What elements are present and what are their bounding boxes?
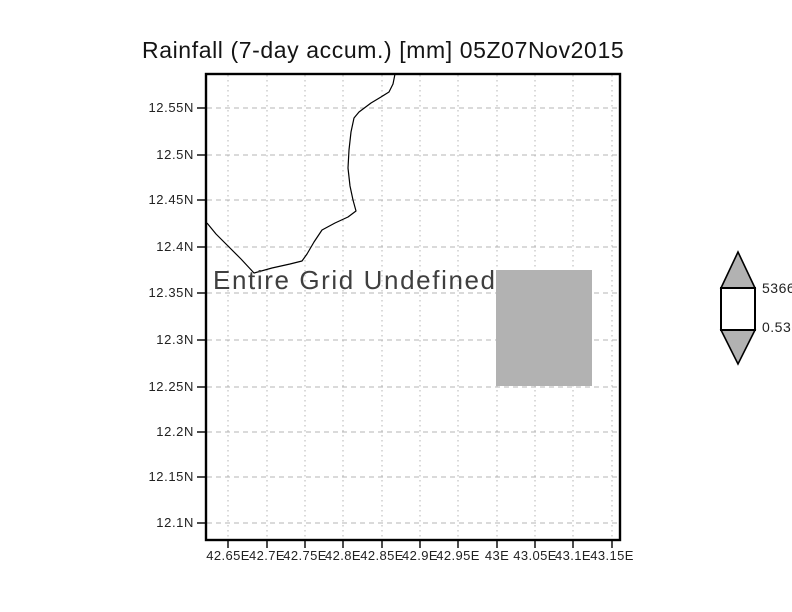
lon-tick-label: 42.7E (249, 548, 285, 563)
colorbar-lower-arrow (719, 329, 757, 366)
lat-tick-label: 12.3N (156, 332, 194, 347)
coastline (206, 73, 396, 274)
lon-tick-label: 42.75E (283, 548, 327, 563)
longitude-tickmarks (227, 541, 613, 548)
lat-tick-label: 12.2N (156, 424, 194, 439)
shaded-region (496, 270, 592, 386)
lon-tick-label: 42.8E (325, 548, 361, 563)
plot-title: Rainfall (7-day accum.) [mm] 05Z07Nov201… (142, 37, 625, 63)
colorbar (719, 250, 757, 366)
lon-tick-label: 42.95E (436, 548, 480, 563)
lat-tick-label: 12.45N (148, 192, 194, 207)
lat-tick-label: 12.1N (156, 515, 194, 530)
colorbar-upper-arrow (719, 250, 757, 289)
colorbar-min-label: 0.536688 (762, 319, 792, 335)
lon-tick-label: 42.65E (206, 548, 250, 563)
lon-tick-label: 42.9E (402, 548, 438, 563)
lon-tick-label: 43.15E (590, 548, 634, 563)
latitude-tickmarks (197, 107, 205, 524)
lon-tick-label: 42.85E (360, 548, 404, 563)
lon-tick-label: 43.1E (555, 548, 591, 563)
lat-tick-label: 12.55N (148, 100, 194, 115)
colorbar-band (720, 287, 756, 331)
lat-tick-label: 12.4N (156, 239, 194, 254)
lat-tick-label: 12.5N (156, 147, 194, 162)
map-frame (204, 72, 622, 542)
colorbar-max-label: 5366.88 (762, 280, 792, 296)
lat-tick-label: 12.35N (148, 285, 194, 300)
lat-tick-label: 12.15N (148, 469, 194, 484)
lon-tick-label: 43E (484, 548, 510, 563)
grid-undefined-annotation: Entire Grid Undefined (213, 265, 497, 295)
lat-tick-label: 12.25N (148, 379, 194, 394)
lon-tick-label: 43.05E (513, 548, 557, 563)
